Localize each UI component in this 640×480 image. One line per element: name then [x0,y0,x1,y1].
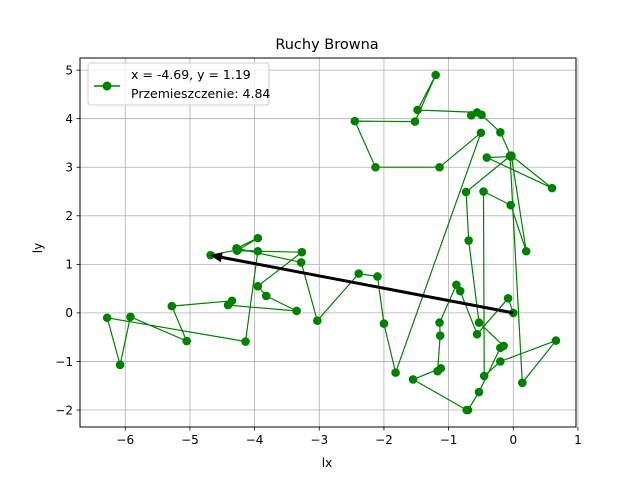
walk-point [313,316,322,325]
walk-point [461,187,471,197]
walk-point [547,183,557,193]
x-tick-label: −4 [246,433,264,447]
walk-point [455,286,465,296]
y-axis-label: ly [31,243,45,253]
x-tick-label: −6 [116,433,134,447]
walk-point [115,360,125,370]
annotation-layer [210,252,514,315]
y-tick-label: 0 [65,306,73,320]
walk-point [503,294,513,303]
walk-point [496,357,505,366]
walk-point [496,127,505,137]
walk-point [182,336,192,346]
series-layer [102,70,561,415]
y-tick-label: 3 [65,161,73,175]
walk-point [479,187,488,196]
walk-point [292,306,301,316]
walk-point [354,269,364,278]
walk-point [507,152,516,161]
x-tick-label: −5 [181,433,199,447]
walk-point [474,387,484,397]
y-tick-label: 1 [65,258,73,272]
x-tick-label: 0 [509,433,517,447]
walk-point [463,405,473,415]
walk-point [241,337,250,346]
x-tick-label: 1 [574,433,582,447]
walk-point [391,368,400,377]
walk-point [379,319,389,328]
y-tick-label: −1 [55,355,73,369]
walk-point [482,153,492,162]
walk-point [464,236,473,245]
walk-point [436,363,446,373]
legend-marker-swatch [102,81,112,91]
ticks: −6 −5 −4 −3 −2 −1 0 1 −2 −1 0 1 2 3 4 5 [55,63,581,447]
walk-point [233,245,243,255]
legend-line-2: Przemieszczenie: 4.84 [131,86,270,101]
legend: x = -4.69, y = 1.19 Przemieszczenie: 4.8… [87,62,270,106]
y-tick-label: 5 [65,63,73,77]
walk-point [506,200,515,210]
chart-title: Ruchy Browna [275,37,378,53]
walk-point [551,336,561,345]
walk-point [431,70,440,80]
x-tick-label: −1 [440,433,458,447]
walk-point [261,291,271,301]
y-tick-label: 2 [65,209,73,223]
walk-point [371,162,380,172]
walk-point [521,246,531,256]
walk-point [499,341,508,351]
walk-point [410,117,420,126]
walk-point [373,272,382,281]
displacement-arrow-head [210,252,223,263]
x-tick-label: −2 [375,433,393,447]
walk-point [452,280,461,290]
displacement-arrow-shaft [221,255,514,315]
walk-point [253,281,263,291]
legend-line-1: x = -4.69, y = 1.19 [131,67,251,82]
walk-point [435,162,444,172]
walk-point [297,247,307,257]
walk-point [350,116,360,126]
walk-point [476,128,486,138]
walk-point [167,301,177,311]
walk-point [479,371,489,381]
walk-point [518,378,527,388]
walk-point [472,108,482,117]
walk-point [472,329,482,339]
walk-point [296,258,306,267]
walk-point [474,318,484,327]
plot-frame [79,57,577,428]
walk-point [413,105,422,115]
y-tick-label: −2 [55,403,73,417]
walk-point [435,331,445,341]
x-tick-label: −3 [310,433,328,447]
legend-box [87,62,270,106]
x-axis-label: lx [322,456,332,470]
walk-point [102,313,112,323]
walk-point [408,375,418,384]
y-tick-label: 4 [65,112,73,126]
walk-point [126,312,135,322]
walk-point [253,246,263,256]
walk-point [227,296,237,306]
walk-point [435,318,444,327]
walk-point [253,233,263,243]
